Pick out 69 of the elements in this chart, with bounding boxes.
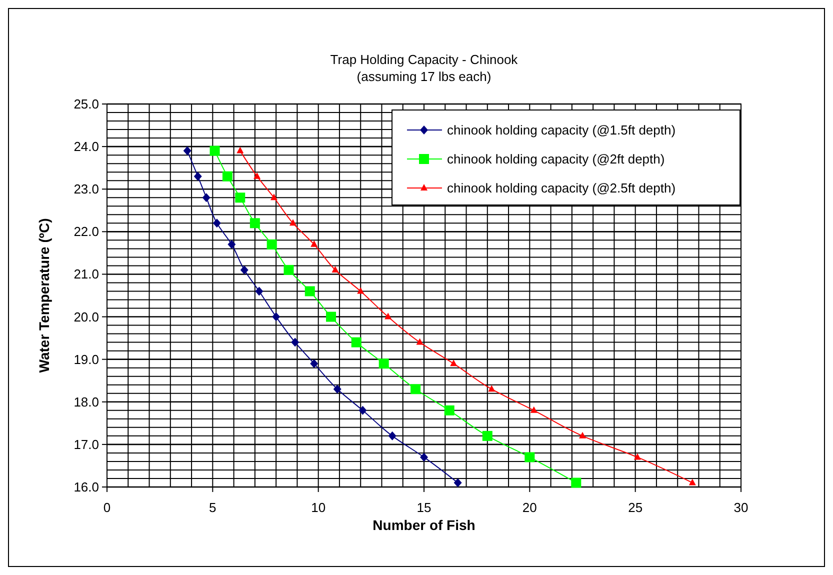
- point: [571, 478, 582, 488]
- x-tick-label: 5: [209, 500, 216, 515]
- x-tick-label: 20: [522, 500, 537, 515]
- chart-subtitle: (assuming 17 lbs each): [356, 69, 492, 84]
- point: [202, 193, 210, 202]
- chart-title: Trap Holding Capacity - Chinook: [330, 52, 518, 67]
- point: [272, 312, 280, 322]
- point: [255, 286, 264, 296]
- point: [304, 286, 315, 296]
- point: [250, 218, 260, 228]
- point: [351, 337, 362, 348]
- y-tick-label: 16.0: [74, 480, 99, 494]
- x-tick-label: 25: [628, 500, 643, 515]
- point: [357, 287, 364, 294]
- point: [410, 384, 421, 394]
- x-axis-title: Number of Fish: [372, 517, 476, 533]
- point: [332, 266, 339, 272]
- y-tick-label: 20.0: [74, 309, 99, 324]
- point: [384, 312, 392, 320]
- point: [310, 359, 318, 368]
- point: [388, 431, 396, 440]
- y-tick-label: 21.0: [74, 266, 99, 282]
- point: [524, 452, 535, 462]
- point: [254, 172, 261, 179]
- point: [228, 240, 236, 249]
- point: [488, 385, 496, 392]
- point: [579, 432, 586, 438]
- point: [416, 338, 424, 345]
- x-tick-label: 15: [416, 500, 432, 515]
- point: [326, 312, 336, 322]
- y-axis-title: Water Temperature (ºC): [36, 218, 52, 373]
- point: [454, 478, 462, 488]
- y-tick-label: 19.0: [74, 352, 99, 367]
- point: [240, 265, 248, 274]
- legend-label: chinook holding capacity (@2ft depth): [447, 152, 665, 166]
- y-tick-label: 23.0: [74, 182, 99, 197]
- y-tick-label: 22.0: [74, 224, 99, 240]
- legend-label: chinook holding capacity (@2.5ft depth): [447, 180, 676, 196]
- x-tick-label: 10: [311, 500, 326, 515]
- point: [444, 405, 454, 416]
- x-tick-label: 30: [734, 500, 748, 515]
- point: [210, 146, 220, 156]
- point: [291, 338, 300, 347]
- point: [634, 453, 641, 460]
- point: [450, 360, 458, 366]
- point: [688, 478, 696, 486]
- legend-label: chinook holding capacity (@1.5ft depth): [447, 122, 676, 138]
- point: [212, 218, 221, 228]
- point: [530, 406, 538, 413]
- point: [378, 358, 389, 369]
- y-tick-label: 25.0: [74, 96, 99, 112]
- point: [270, 194, 278, 200]
- point: [183, 146, 192, 156]
- y-tick-label: 18.0: [74, 394, 99, 410]
- point: [333, 384, 342, 394]
- y-tick-label: 24.0: [74, 139, 99, 154]
- x-tick-label: 0: [103, 500, 111, 515]
- point: [289, 219, 296, 226]
- point: [358, 406, 367, 415]
- point: [236, 146, 244, 154]
- point: [235, 192, 246, 203]
- point: [310, 240, 318, 247]
- point: [266, 239, 277, 250]
- point: [420, 452, 428, 462]
- y-tick-label: 17.0: [74, 436, 99, 452]
- point: [482, 430, 492, 441]
- point: [194, 172, 202, 181]
- point: [222, 171, 232, 182]
- point: [284, 264, 294, 275]
